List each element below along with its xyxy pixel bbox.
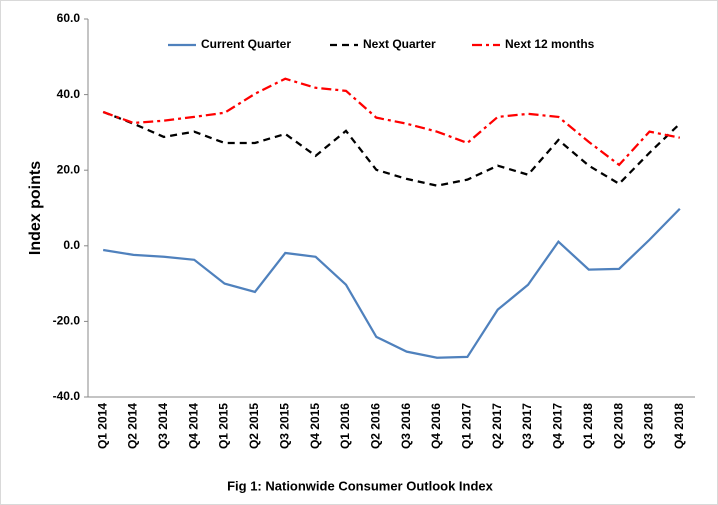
x-tick-label: Q2 2015 (247, 403, 261, 449)
x-tick-label: Q2 2016 (368, 403, 382, 449)
y-tick-label: 60.0 (57, 11, 81, 25)
x-tick-label: Q2 2017 (490, 403, 504, 449)
legend-label: Current Quarter (201, 37, 291, 51)
y-tick-label: 0.0 (63, 238, 80, 252)
x-tick-label: Q3 2015 (277, 403, 291, 449)
x-tick-label: Q1 2017 (460, 403, 474, 449)
x-tick-label: Q4 2017 (551, 403, 565, 449)
legend-label: Next 12 months (505, 37, 595, 51)
x-tick-label: Q1 2016 (338, 403, 352, 449)
x-tick-label: Q4 2016 (429, 403, 443, 449)
x-tick-label: Q4 2014 (186, 403, 200, 449)
y-tick-label: 20.0 (57, 162, 81, 176)
caption: Fig 1: Nationwide Consumer Outlook Index (227, 478, 494, 493)
x-tick-label: Q3 2017 (520, 403, 534, 449)
x-tick-label: Q3 2016 (399, 403, 413, 449)
y-tick-label: 40.0 (57, 87, 81, 101)
series-line (102, 77, 681, 167)
x-tick-label: Q2 2014 (126, 403, 140, 449)
x-tick-label: Q1 2015 (217, 403, 231, 449)
x-tick-label: Q1 2018 (581, 403, 595, 449)
y-tick-label: -40.0 (53, 389, 81, 403)
y-axis-title: Index points (27, 161, 44, 255)
series-line (102, 110, 681, 187)
legend-label: Next Quarter (363, 37, 436, 51)
x-tick-label: Q4 2015 (308, 403, 322, 449)
x-tick-label: Q3 2014 (156, 403, 170, 449)
y-tick-label: -20.0 (53, 314, 81, 328)
series-line (102, 207, 681, 359)
x-tick-label: Q4 2018 (672, 403, 686, 449)
x-tick-label: Q3 2018 (642, 403, 656, 449)
x-tick-label: Q1 2014 (95, 403, 109, 449)
x-tick-label: Q2 2018 (611, 403, 625, 449)
